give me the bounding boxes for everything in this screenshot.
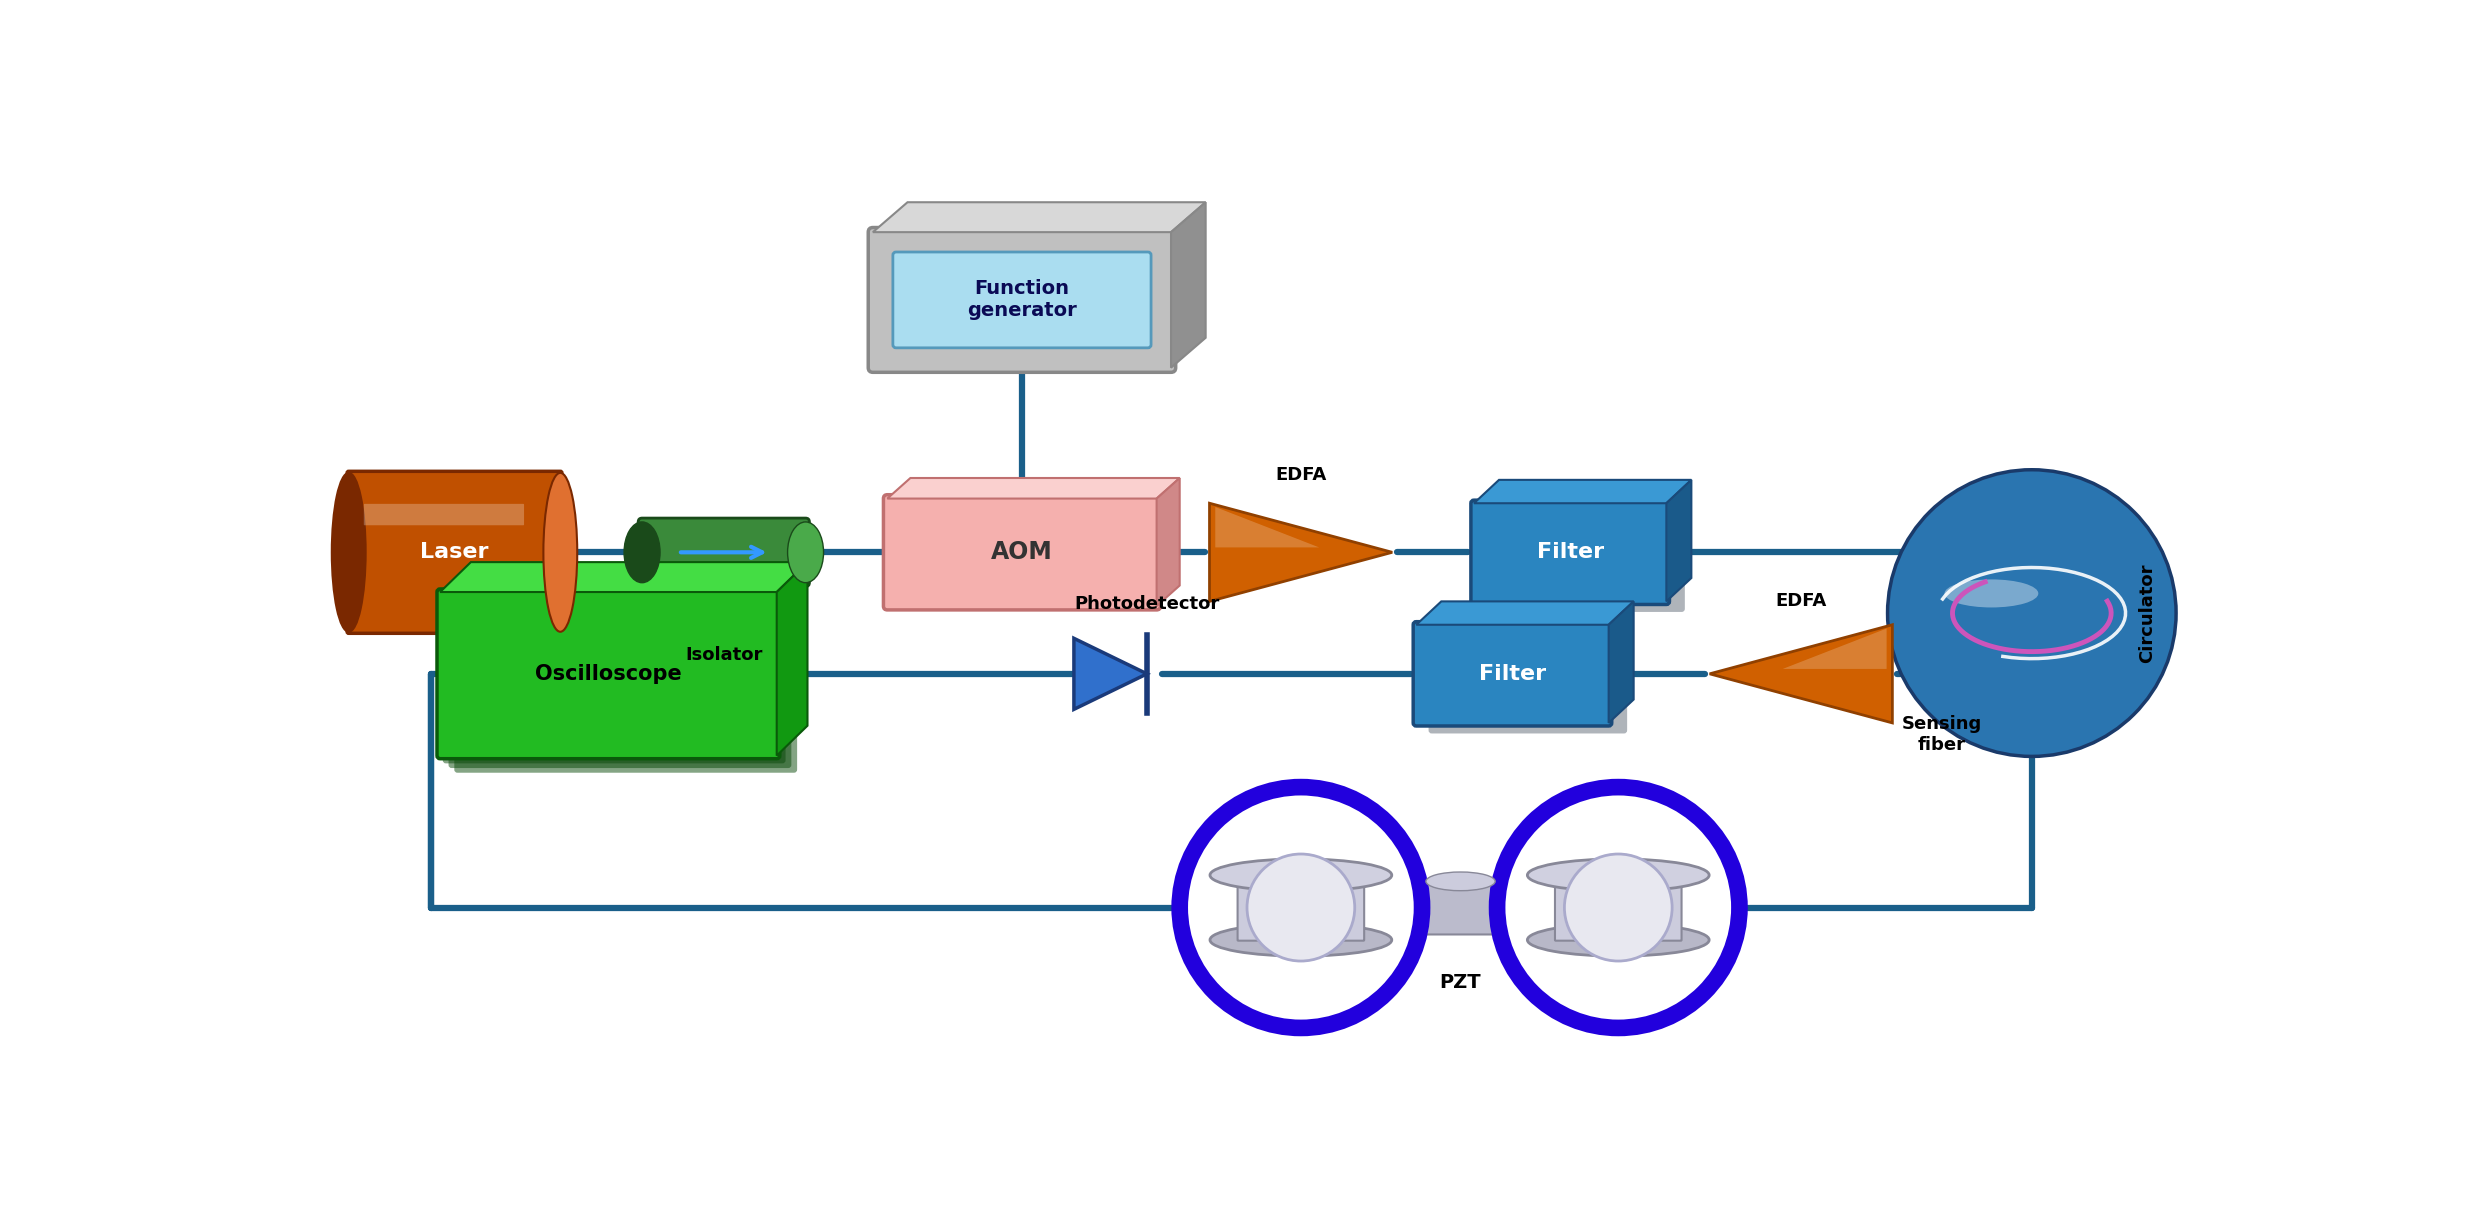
Text: Filter: Filter <box>1536 543 1603 562</box>
Ellipse shape <box>1526 924 1710 957</box>
FancyBboxPatch shape <box>1430 629 1628 733</box>
FancyBboxPatch shape <box>869 227 1176 373</box>
Polygon shape <box>439 562 807 592</box>
Ellipse shape <box>1211 924 1392 957</box>
FancyBboxPatch shape <box>437 589 779 759</box>
Polygon shape <box>777 562 807 755</box>
Text: Isolator: Isolator <box>685 646 762 664</box>
Polygon shape <box>1075 639 1147 709</box>
Text: AOM: AOM <box>990 540 1052 565</box>
FancyBboxPatch shape <box>1239 874 1365 941</box>
Ellipse shape <box>1211 860 1392 891</box>
Text: Oscilloscope: Oscilloscope <box>536 664 683 683</box>
Ellipse shape <box>1526 860 1710 891</box>
Ellipse shape <box>333 473 365 631</box>
Polygon shape <box>1157 478 1179 606</box>
Polygon shape <box>1172 203 1206 368</box>
FancyBboxPatch shape <box>449 599 792 768</box>
FancyBboxPatch shape <box>1412 622 1611 726</box>
Text: Function
generator: Function generator <box>968 279 1077 320</box>
Text: Sensing
fiber: Sensing fiber <box>1901 715 1981 754</box>
Polygon shape <box>1216 507 1318 548</box>
Text: EDFA: EDFA <box>1276 466 1325 484</box>
Polygon shape <box>1417 601 1633 625</box>
Ellipse shape <box>787 522 824 583</box>
FancyBboxPatch shape <box>884 495 1162 609</box>
Polygon shape <box>1608 601 1633 722</box>
FancyBboxPatch shape <box>1487 507 1685 612</box>
FancyBboxPatch shape <box>1556 874 1680 941</box>
Circle shape <box>1564 853 1673 961</box>
FancyBboxPatch shape <box>1425 880 1497 935</box>
FancyBboxPatch shape <box>454 603 797 773</box>
Polygon shape <box>1209 504 1392 601</box>
Polygon shape <box>1474 480 1690 504</box>
Polygon shape <box>1710 625 1891 722</box>
FancyBboxPatch shape <box>638 518 809 586</box>
Text: EDFA: EDFA <box>1775 592 1827 611</box>
Polygon shape <box>1665 480 1690 601</box>
Text: Laser: Laser <box>419 543 489 562</box>
Ellipse shape <box>1943 579 2038 607</box>
Text: Circulator: Circulator <box>2137 563 2157 663</box>
Text: Filter: Filter <box>1479 664 1546 683</box>
FancyBboxPatch shape <box>1472 500 1670 605</box>
Ellipse shape <box>1425 872 1494 891</box>
FancyBboxPatch shape <box>894 253 1152 348</box>
Circle shape <box>1889 470 2177 756</box>
FancyBboxPatch shape <box>442 594 787 764</box>
Polygon shape <box>889 478 1179 499</box>
Ellipse shape <box>623 522 660 583</box>
FancyBboxPatch shape <box>347 471 561 634</box>
Polygon shape <box>874 203 1206 232</box>
Polygon shape <box>1782 629 1886 669</box>
Text: Photodetector: Photodetector <box>1075 595 1219 613</box>
Ellipse shape <box>544 473 578 631</box>
Circle shape <box>1246 853 1355 961</box>
FancyBboxPatch shape <box>365 504 524 526</box>
Text: PZT: PZT <box>1440 972 1482 992</box>
